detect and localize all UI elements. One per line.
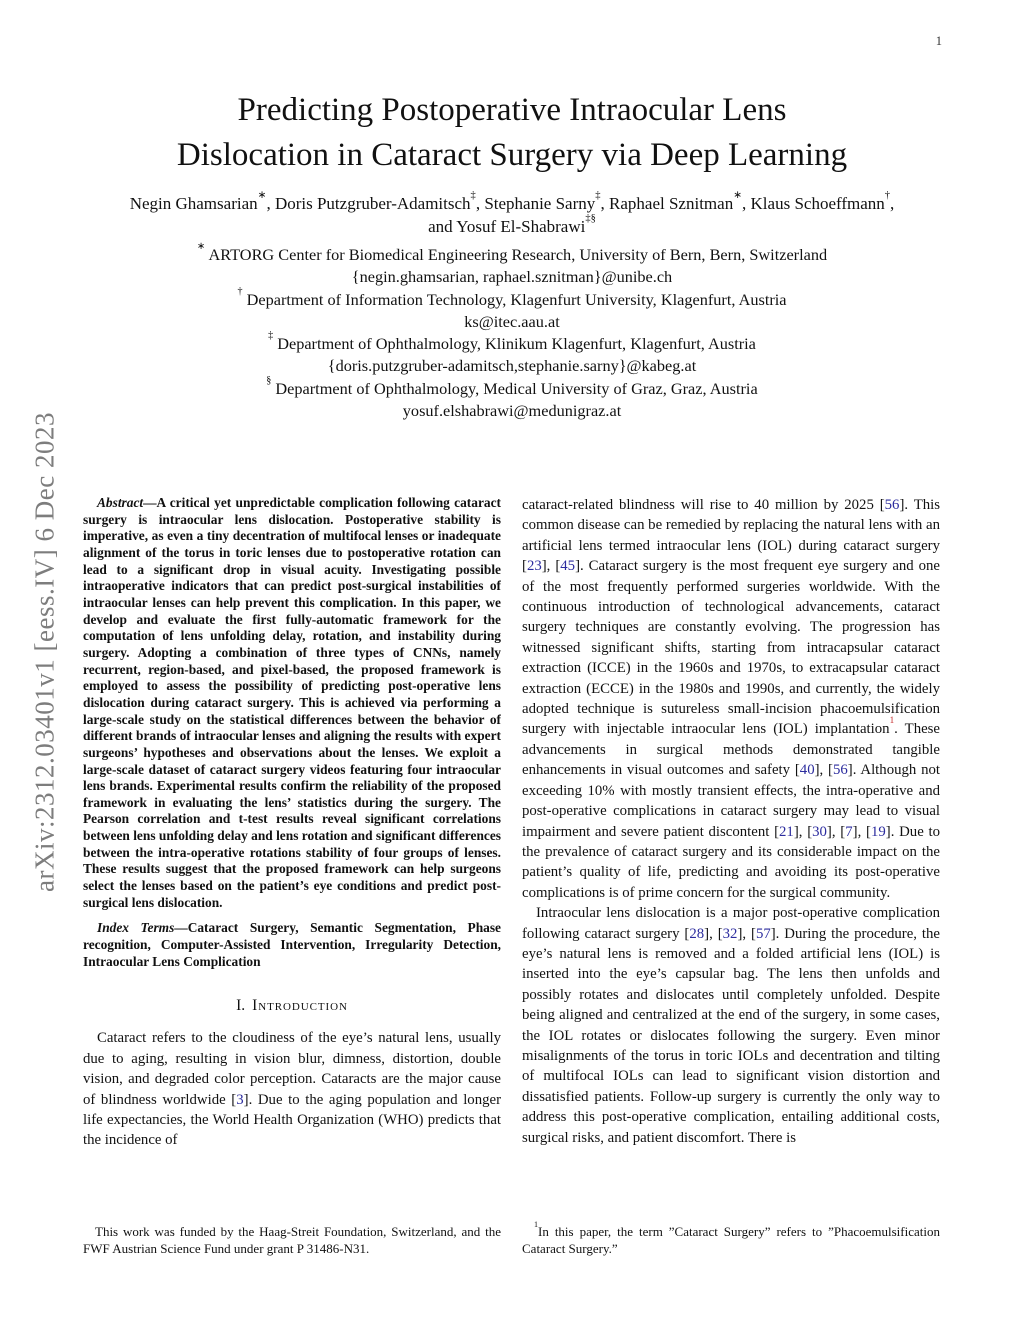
citation-link[interactable]: 19 — [870, 823, 886, 840]
superscript-mark: ∗ — [733, 189, 743, 201]
citation-link[interactable]: 3 — [236, 1091, 244, 1108]
superscript-mark: 1 — [534, 1220, 539, 1230]
right-column: cataract-related blindness will rise to … — [522, 495, 940, 1257]
affiliation-line: † Department of Information Technology, … — [237, 285, 787, 309]
section-title: Introduction — [252, 997, 348, 1015]
body-paragraph: Intraocular lens dislocation is a major … — [522, 905, 940, 1146]
affiliation-block: ∗ ARTORG Center for Biomedical Engineeri… — [0, 241, 1024, 422]
terminology-footnote: 1In this paper, the term ”Cataract Surge… — [522, 1220, 940, 1256]
superscript-mark: † — [884, 189, 891, 201]
section-number: I. — [236, 997, 246, 1015]
two-column-body: Abstract—A critical yet unpredictable co… — [83, 495, 941, 1257]
citation-link[interactable]: 57 — [755, 925, 771, 942]
affiliation-email: yosuf.elshabrawi@medunigraz.at — [402, 401, 622, 421]
section-heading-introduction: I. Introduction — [83, 997, 501, 1015]
affiliation-line: ∗ ARTORG Center for Biomedical Engineeri… — [196, 241, 828, 264]
abstract-dash: — — [143, 495, 157, 510]
citation-link[interactable]: 30 — [812, 823, 827, 840]
superscript-mark: ‡ — [268, 330, 274, 342]
paper-title-line2: Dislocation in Cataract Surgery via Deep… — [176, 137, 848, 173]
arxiv-sidebar-label: arXiv:2312.03401v1 [eess.IV] 6 Dec 2023 — [29, 412, 60, 892]
funding-footnote: This work was funded by the Haag-Streit … — [83, 1224, 501, 1256]
index-terms-lead: Index Terms — [97, 920, 175, 936]
affiliation-email: {negin.ghamsarian, raphael.sznitman}@uni… — [351, 267, 673, 287]
index-terms-body: Cataract Surgery, Semantic Segmentation,… — [83, 920, 501, 969]
intro-paragraph: Cataract refers to the cloudiness of the… — [83, 1030, 501, 1149]
citation-link[interactable]: 56 — [884, 497, 900, 513]
citation-link[interactable]: 28 — [689, 925, 705, 942]
citation-link[interactable]: 40 — [799, 762, 815, 779]
paper-title: Predicting Postoperative Intraocular Len… — [0, 88, 1024, 178]
superscript-mark: ∗ — [196, 241, 206, 253]
author-block: Negin Ghamsarian∗, Doris Putzgruber-Adam… — [0, 189, 1024, 238]
affiliation-email: ks@itec.aau.at — [464, 311, 560, 331]
index-terms-dash: — — [174, 920, 188, 936]
citation-link[interactable]: 45 — [560, 558, 576, 575]
author-line-2: and Yosuf El-Shabrawi‡§ — [428, 212, 596, 236]
abstract-lead: Abstract — [97, 495, 144, 510]
citation-link[interactable]: 32 — [722, 925, 738, 942]
left-column: Abstract—A critical yet unpredictable co… — [83, 495, 501, 1257]
index-terms-paragraph: Index Terms—Cataract Surgery, Semantic S… — [83, 920, 501, 970]
page-number: 1 — [935, 34, 942, 48]
citation-link[interactable]: 56 — [832, 762, 848, 779]
superscript-mark: ‡ — [595, 189, 601, 201]
affiliation-line: § Department of Ophthalmology, Medical U… — [266, 374, 758, 398]
superscript-mark: ‡ — [470, 189, 476, 201]
paper-header: Predicting Postoperative Intraocular Len… — [0, 0, 1024, 422]
citation-link[interactable]: 21 — [779, 823, 794, 840]
abstract-paragraph: Abstract—A critical yet unpredictable co… — [83, 495, 501, 911]
affiliation-line: ‡ Department of Ophthalmology, Klinikum … — [268, 330, 756, 354]
paper-title-line1: Predicting Postoperative Intraocular Len… — [237, 92, 787, 128]
citation-link[interactable]: 7 — [845, 823, 853, 840]
footnote-marker[interactable]: 1 — [889, 715, 895, 726]
superscript-mark: § — [266, 374, 272, 386]
body-paragraph: cataract-related blindness will rise to … — [522, 497, 940, 901]
citation-link[interactable]: 23 — [526, 558, 542, 575]
superscript-mark: ∗ — [257, 189, 267, 201]
abstract-body: A critical yet unpredictable complicatio… — [83, 495, 501, 910]
author-line-1: Negin Ghamsarian∗, Doris Putzgruber-Adam… — [129, 189, 895, 213]
superscript-mark: ‡§ — [585, 212, 596, 224]
affiliation-email: {doris.putzgruber-adamitsch,stephanie.sa… — [327, 356, 697, 376]
superscript-mark: † — [237, 285, 243, 297]
